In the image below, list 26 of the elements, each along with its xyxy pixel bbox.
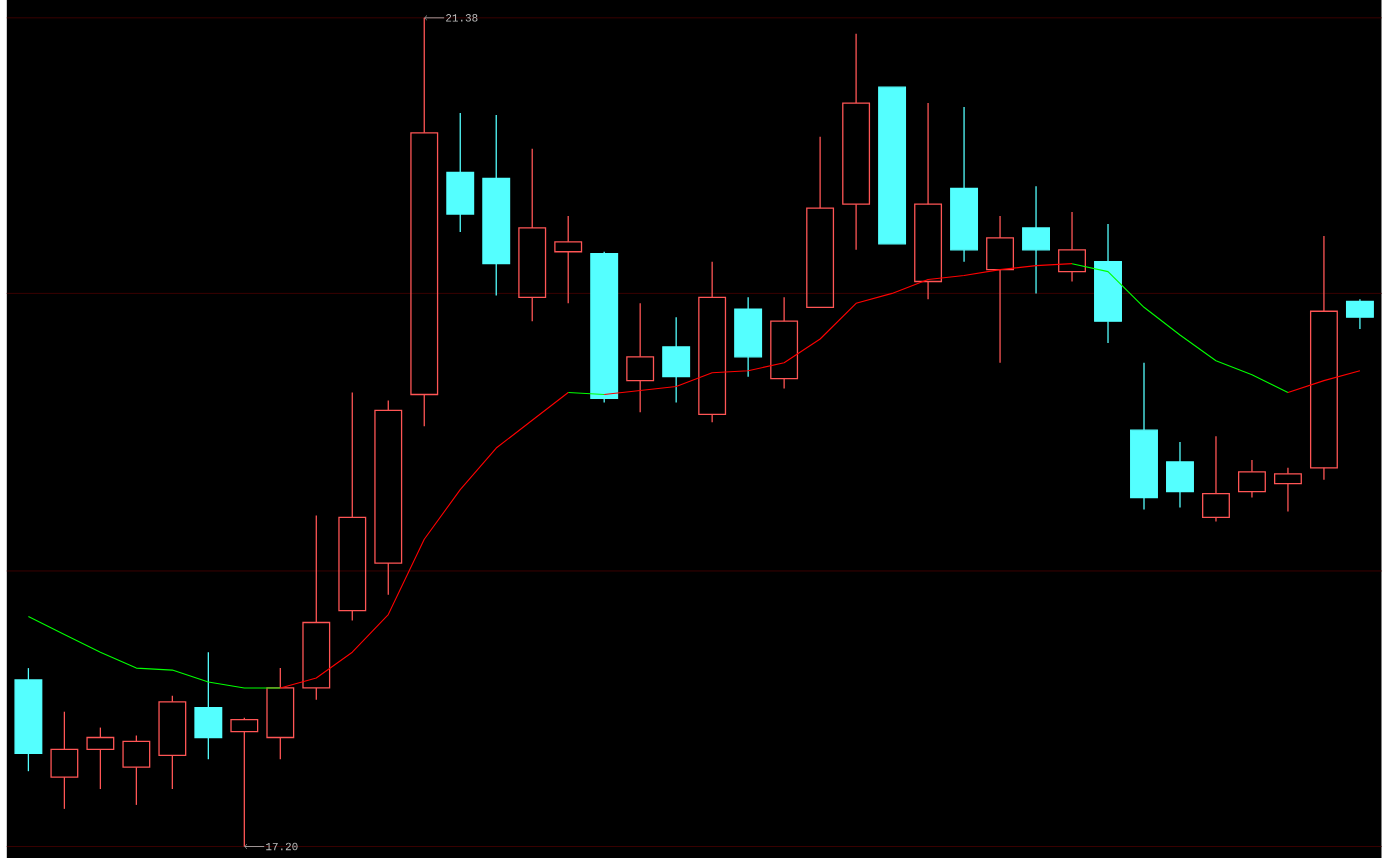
candlestick [662,316,691,403]
candlestick [1058,211,1086,282]
candlestick [1309,235,1338,481]
candlestick [554,215,583,304]
candlestick [194,651,223,760]
candlestick [626,302,655,413]
candlestick [770,296,799,390]
candlestick [518,147,547,322]
annotation: 17.20 [266,842,298,851]
candlestick [1130,361,1158,510]
candlestick [482,114,511,296]
candlestick [1094,223,1122,344]
candlestick [1345,298,1374,330]
candlestick [1238,459,1266,499]
candlestick [986,215,1015,364]
annotation: 21.38 [446,13,478,22]
candlestick [1202,435,1230,522]
candlestick [50,710,79,810]
candlestick [1166,441,1194,508]
candlestick [1022,185,1051,294]
candlestick [950,106,979,263]
candlestick [734,296,763,378]
candlestick [842,32,871,251]
candlestick [266,667,295,760]
candlestick [914,102,943,300]
candlestick [1273,467,1302,512]
